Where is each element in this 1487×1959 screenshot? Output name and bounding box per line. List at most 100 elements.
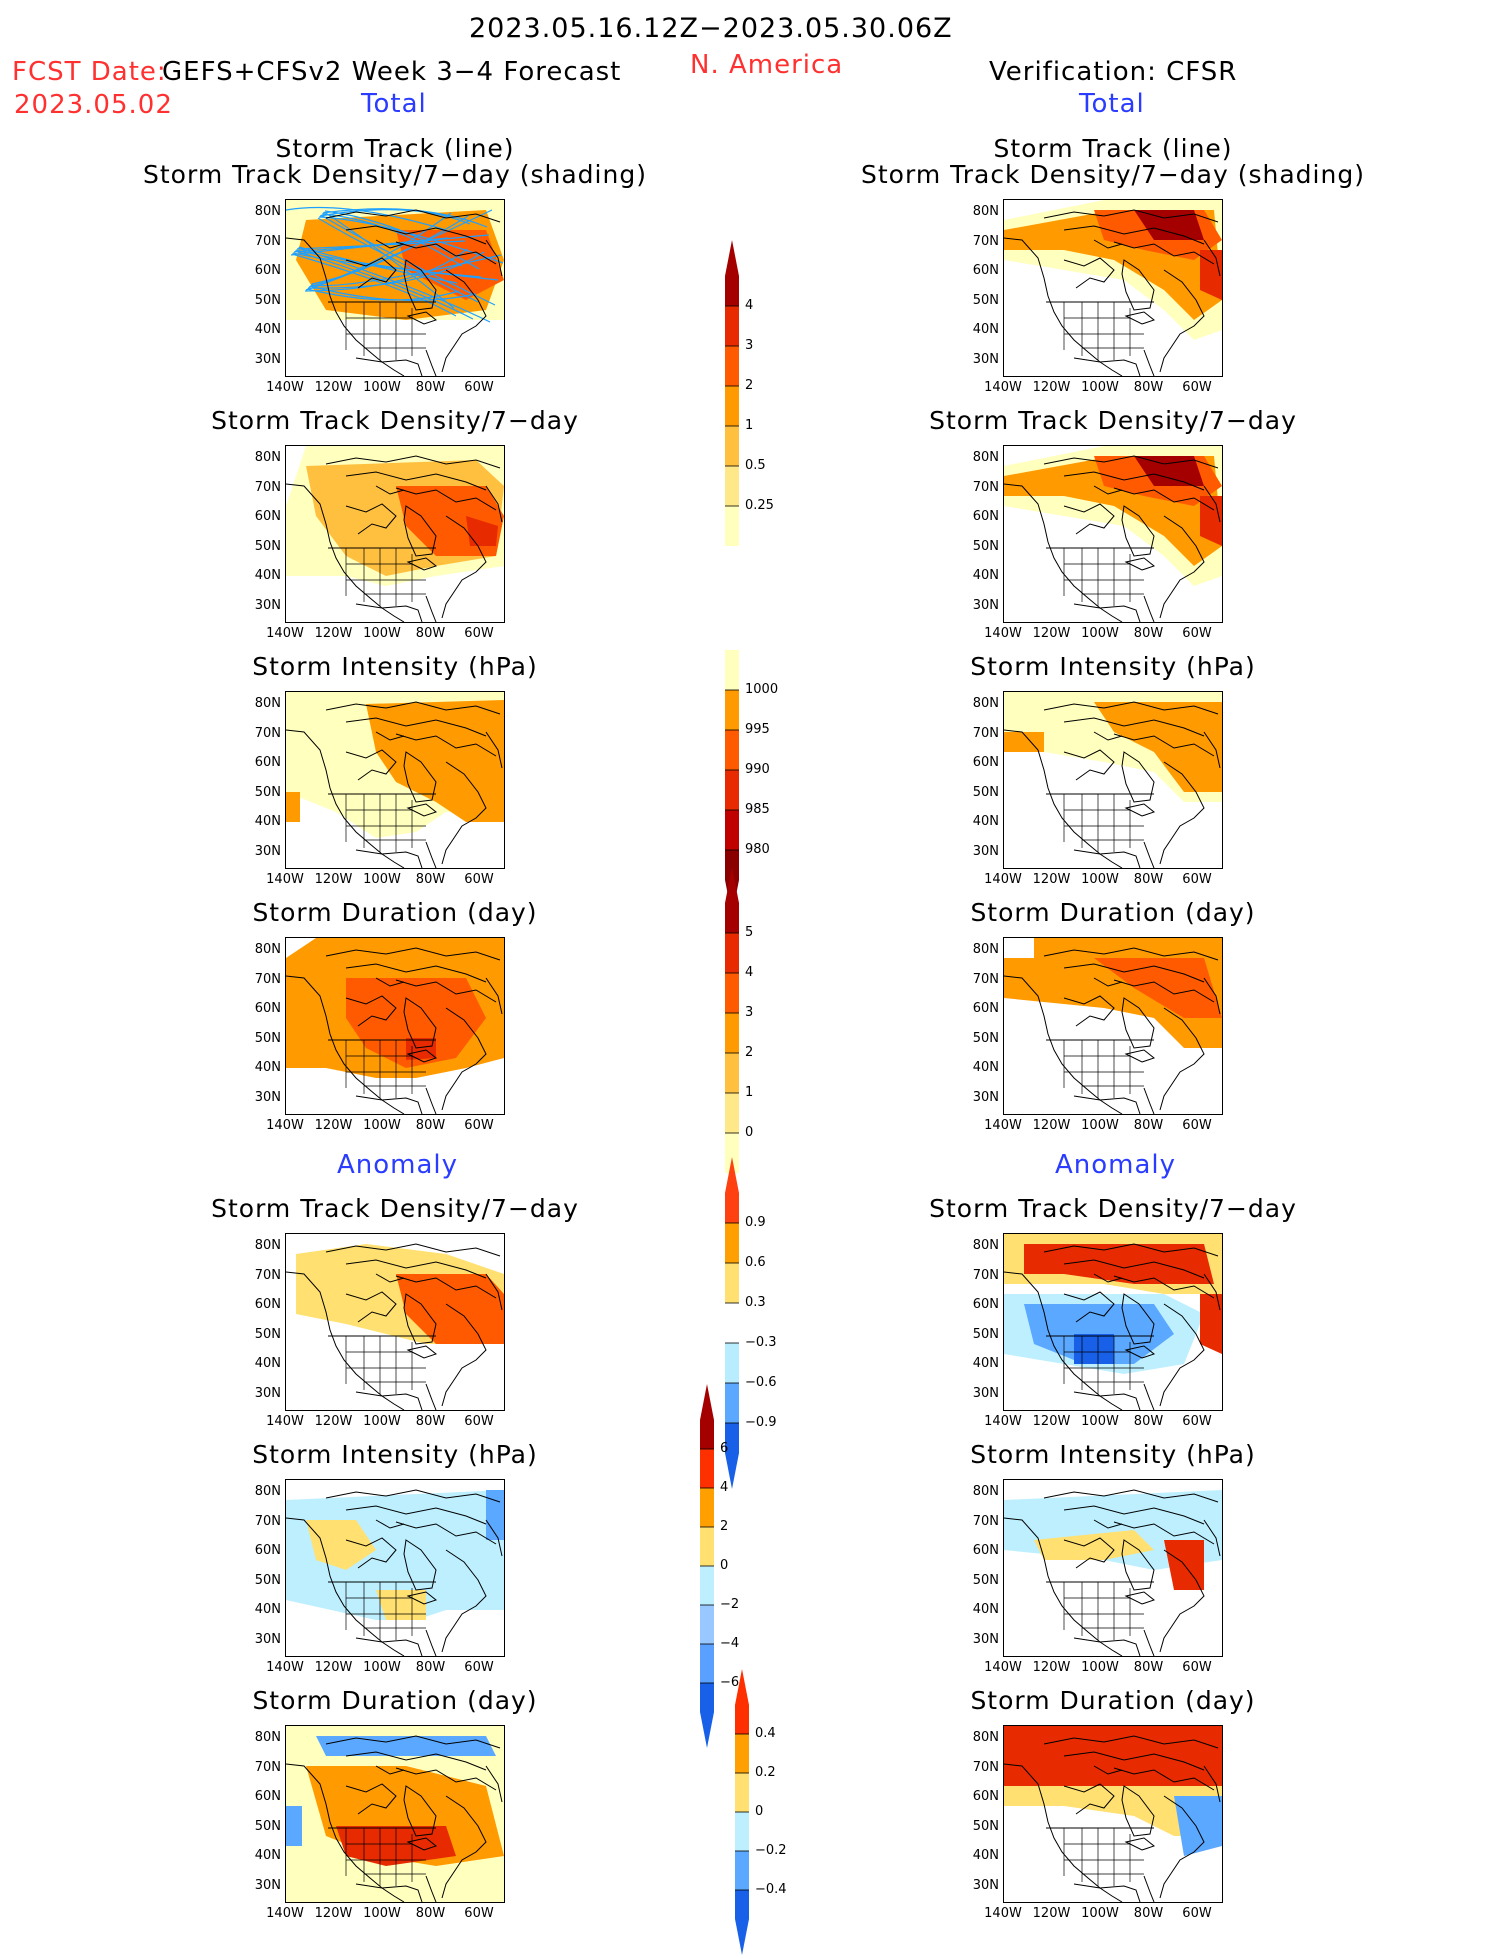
lon-tick-label: 60W xyxy=(1182,380,1212,395)
colorbar-swatch xyxy=(700,1644,714,1683)
lat-tick-label: 30N xyxy=(972,1385,999,1401)
state-borders xyxy=(1063,1040,1144,1098)
colorbar-swatch xyxy=(725,386,739,426)
total-intensity-label: 980 xyxy=(745,842,770,857)
coastline-layer xyxy=(286,1489,503,1656)
lon-tick-label: 140W xyxy=(266,1906,304,1921)
lon-tick-label: 100W xyxy=(363,1660,401,1675)
lat-tick-label: 70N xyxy=(254,971,281,987)
lat-tick-label: 50N xyxy=(254,1818,281,1834)
lat-tick-label: 50N xyxy=(972,1818,999,1834)
anom-duration-label: −0.4 xyxy=(755,1882,787,1897)
state-borders xyxy=(1063,302,1144,360)
lat-tick-label: 30N xyxy=(254,1089,281,1105)
shade-neg-high xyxy=(1074,1334,1114,1364)
anom-intensity-label: 4 xyxy=(720,1480,729,1495)
lat-tick-label: 70N xyxy=(254,1759,281,1775)
shade-neg-west xyxy=(286,1806,302,1846)
lat-tick-label: 80N xyxy=(254,1238,281,1253)
left-map-svg-1 xyxy=(286,200,504,376)
coastline-layer xyxy=(1004,701,1221,868)
lat-tick-label: 60N xyxy=(972,1001,999,1016)
lon-tick-label: 80W xyxy=(1133,872,1164,887)
right-panel-3-title: Storm Intensity (hPa) xyxy=(970,652,1256,681)
state-borders xyxy=(345,1040,426,1098)
lat-tick-label: 50N xyxy=(254,292,281,308)
total-duration-label: 5 xyxy=(745,925,754,940)
right-map-panel-4 xyxy=(1003,937,1223,1115)
colorbar-swatch xyxy=(700,1683,714,1748)
lat-tick-label: 40N xyxy=(972,814,999,829)
colorbar-swatch xyxy=(735,1669,749,1734)
lon-tick-label: 120W xyxy=(314,1414,353,1429)
colorbar-swatch xyxy=(735,1812,749,1851)
colorbar-swatch xyxy=(725,770,739,810)
anom-density-label: −0.6 xyxy=(745,1375,777,1390)
lat-tick-label: 40N xyxy=(254,1602,281,1617)
lon-tick-label: 80W xyxy=(1133,1414,1164,1429)
colorbar-swatch xyxy=(725,426,739,466)
shade-pos-high xyxy=(1004,1726,1222,1796)
anom-density-label: 0.3 xyxy=(745,1295,766,1310)
total-intensity-label: 985 xyxy=(745,802,770,817)
lat-tick-label: 80N xyxy=(254,204,281,219)
coastline-layer xyxy=(286,1735,503,1902)
left-map-panel-4 xyxy=(285,937,505,1115)
lat-tick-label: 50N xyxy=(972,1572,999,1588)
right-panel-5-title: Storm Track Density/7−day xyxy=(929,1194,1297,1223)
lon-tick-label: 140W xyxy=(266,1118,304,1133)
lat-tick-label: 40N xyxy=(254,1356,281,1371)
left-panel-1-subtitle: Storm Track Density/7−day (shading) xyxy=(143,160,647,189)
colorbar-swatch xyxy=(725,1013,739,1053)
lat-tick-label: 30N xyxy=(972,1631,999,1647)
lon-tick-label: 120W xyxy=(314,626,353,641)
left-map-panel-5 xyxy=(285,1233,505,1411)
shade-pos-high xyxy=(1024,1244,1214,1284)
lat-tick-label: 40N xyxy=(972,322,999,337)
lat-tick-label: 60N xyxy=(254,755,281,770)
right-total-label: Total xyxy=(1079,89,1145,119)
lat-tick-label: 40N xyxy=(254,568,281,583)
lon-tick-label: 140W xyxy=(266,1660,304,1675)
lon-tick-label: 140W xyxy=(984,872,1022,887)
lat-tick-label: 70N xyxy=(972,971,999,987)
right-map-svg-3 xyxy=(1004,692,1222,868)
total-density-label: 2 xyxy=(745,378,754,393)
state-borders xyxy=(345,302,426,360)
lat-tick-label: 80N xyxy=(972,1484,999,1499)
lat-tick-label: 60N xyxy=(254,1543,281,1558)
lon-tick-label: 80W xyxy=(415,626,446,641)
anom-duration-colorbar xyxy=(735,1669,749,1955)
lat-tick-label: 70N xyxy=(254,233,281,249)
lon-tick-label: 120W xyxy=(1032,380,1071,395)
colorbar-swatch xyxy=(725,306,739,346)
lon-tick-label: 60W xyxy=(464,872,494,887)
lat-tick-label: 30N xyxy=(972,351,999,367)
lon-tick-label: 140W xyxy=(266,380,304,395)
left-panel-1-title: Storm Track (line) xyxy=(275,134,515,163)
left-map-panel-6 xyxy=(285,1479,505,1657)
lon-tick-label: 100W xyxy=(363,872,401,887)
anom-duration-label: 0.4 xyxy=(755,1726,776,1741)
anom-duration-label: 0 xyxy=(755,1804,764,1819)
lat-tick-label: 50N xyxy=(254,1572,281,1588)
left-anomaly-label: Anomaly xyxy=(337,1150,459,1180)
lon-tick-label: 80W xyxy=(415,872,446,887)
state-borders xyxy=(1063,548,1144,606)
lat-tick-label: 80N xyxy=(972,1238,999,1253)
right-map-svg-5 xyxy=(1004,1234,1222,1410)
shade-pos-low-2 xyxy=(376,1590,426,1620)
lon-tick-label: 60W xyxy=(464,1414,494,1429)
lon-tick-label: 120W xyxy=(1032,872,1071,887)
lon-tick-label: 60W xyxy=(1182,872,1212,887)
lon-tick-label: 100W xyxy=(363,380,401,395)
right-panel-1-title: Storm Track (line) xyxy=(993,134,1233,163)
anom-density-label: 0.6 xyxy=(745,1255,766,1270)
left-panel-7-title: Storm Duration (day) xyxy=(252,1686,538,1715)
colorbar-swatch xyxy=(725,1157,739,1223)
colorbar-swatch xyxy=(735,1734,749,1773)
lon-tick-label: 60W xyxy=(464,380,494,395)
right-panel-4-title: Storm Duration (day) xyxy=(970,898,1256,927)
lon-tick-label: 80W xyxy=(415,1906,446,1921)
shade-high xyxy=(346,978,486,1068)
